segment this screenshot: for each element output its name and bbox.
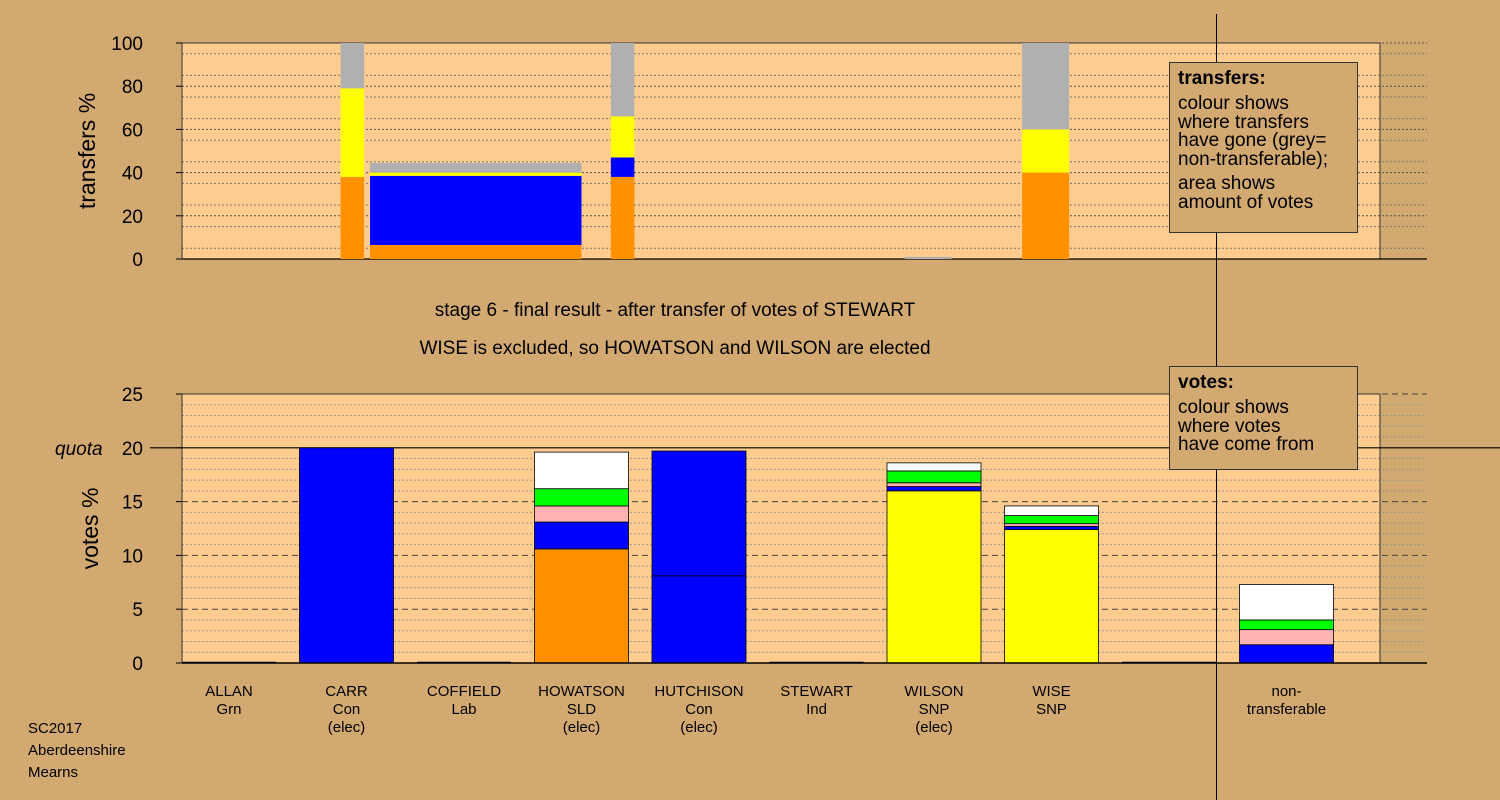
vote-bar-segment xyxy=(534,451,629,490)
transfers-y-tick-label: 60 xyxy=(122,120,143,141)
transfers-y-tick-label: 80 xyxy=(122,77,143,98)
footer-election: SC2017 xyxy=(28,720,83,737)
candidate-name-label: HUTCHISON xyxy=(654,683,743,700)
transfer-bar-segment xyxy=(340,88,365,177)
quota-label: quota xyxy=(55,439,103,460)
transfers-legend-title: transfers: xyxy=(1178,68,1266,89)
vote-bar-segment xyxy=(1004,523,1099,527)
transfer-bar-segment xyxy=(904,256,952,259)
vote-bar-segment xyxy=(534,521,629,550)
candidate-name-label: STEWART xyxy=(780,683,853,700)
vote-bar-segment xyxy=(651,450,747,577)
transfers-legend-line: non-transferable); xyxy=(1178,148,1328,170)
vote-bar-segment xyxy=(1004,505,1099,516)
votes-y-tick-label: 15 xyxy=(122,493,143,514)
votes-legend-line: colour shows xyxy=(1178,397,1289,418)
transfers-legend-text-2: area shows amount of votes xyxy=(1178,173,1349,213)
transfer-bar-segment xyxy=(1022,172,1070,259)
candidate-status-label: (elec) xyxy=(680,719,718,736)
transfer-bar-segment xyxy=(370,172,582,176)
vote-bar-segment xyxy=(886,490,982,664)
candidate-name-label: ALLAN xyxy=(205,683,253,700)
candidate-party-label: Con xyxy=(333,701,361,718)
transfers-y-tick-label: 40 xyxy=(122,164,143,185)
candidate-name-label: WILSON xyxy=(904,683,963,700)
vote-bar-segment xyxy=(886,470,982,484)
votes-y-tick-label: 0 xyxy=(132,654,143,675)
candidate-party-label: SNP xyxy=(1036,701,1067,718)
votes-legend-line: where votes xyxy=(1178,415,1281,437)
vote-bar-segment xyxy=(886,482,982,487)
transfers-legend-line: amount of votes xyxy=(1178,191,1314,213)
vote-bar-segment xyxy=(1239,644,1334,664)
transfers-legend: transfers: colour shows where transfers … xyxy=(1169,62,1358,233)
vote-bar-segment xyxy=(651,575,747,664)
candidate-name-label: WISE xyxy=(1032,683,1070,700)
vote-bar-segment xyxy=(1239,584,1334,621)
stage-title: stage 6 - final result - after transfer … xyxy=(434,300,916,321)
candidate-name-label: CARR xyxy=(325,683,368,700)
transfer-bar-segment xyxy=(610,176,635,259)
stage-subtitle: WISE is excluded, so HOWATSON and WILSON… xyxy=(419,338,931,359)
vote-bar-segment xyxy=(534,488,629,507)
footer-ward: Mearns xyxy=(28,764,79,781)
votes-y-tick-label: 10 xyxy=(122,546,143,567)
vote-bar-segment xyxy=(1004,529,1099,664)
vote-bar-segment xyxy=(534,505,629,523)
transfer-bar-segment xyxy=(370,162,582,173)
candidate-name-label: HOWATSON xyxy=(538,683,625,700)
transfer-bar-segment xyxy=(370,244,582,259)
votes-y-tick-label: 25 xyxy=(122,385,143,406)
transfers-legend-line: where transfers xyxy=(1178,111,1309,133)
transfer-bar-segment xyxy=(370,175,582,245)
votes-legend: votes: colour shows where votes have com… xyxy=(1169,366,1358,470)
vote-bar-segment xyxy=(1239,619,1334,631)
transfers-legend-line: have gone (grey= xyxy=(1178,130,1327,151)
candidate-party-label: SLD xyxy=(567,701,596,718)
candidate-party-label: Lab xyxy=(451,701,476,718)
footer-caption: SC2017 Aberdeenshire Mearns xyxy=(28,718,126,784)
votes-legend-line: have come from xyxy=(1178,434,1315,455)
transfers-y-tick-label: 0 xyxy=(132,250,143,271)
vote-bar-segment xyxy=(1239,629,1334,646)
transfers-y-axis-label: transfers % xyxy=(74,93,100,209)
transfer-bar-segment xyxy=(340,176,365,259)
vote-bar-segment xyxy=(299,447,394,664)
transfers-y-tick-label: 100 xyxy=(111,34,143,55)
transfer-bar-segment xyxy=(610,43,635,117)
votes-legend-title: votes: xyxy=(1178,372,1234,393)
transfers-y-tick-label: 20 xyxy=(122,207,143,228)
transfer-bar-segment xyxy=(610,157,635,177)
candidate-party-label: Con xyxy=(685,701,713,718)
vote-bar-segment xyxy=(1004,525,1099,530)
candidate-status-label: (elec) xyxy=(915,719,953,736)
candidate-status-label: (elec) xyxy=(563,719,601,736)
transfer-bar-segment xyxy=(1022,43,1070,130)
candidate-name-label: non- xyxy=(1271,683,1301,700)
candidate-status-label: (elec) xyxy=(328,719,366,736)
candidate-name-label: COFFIELD xyxy=(427,683,501,700)
candidate-party-label: Grn xyxy=(216,701,241,718)
footer-council: Aberdeenshire xyxy=(28,742,126,759)
votes-y-tick-label: 20 xyxy=(122,439,143,460)
votes-legend-text: colour shows where votes have come from xyxy=(1178,397,1349,455)
votes-y-tick-label: 5 xyxy=(132,600,143,621)
vote-bar-segment xyxy=(886,486,982,492)
transfers-legend-text-1: colour shows where transfers have gone (… xyxy=(1178,93,1349,170)
transfers-legend-line: area shows xyxy=(1178,173,1276,194)
candidate-party-label: transferable xyxy=(1247,701,1326,718)
vote-bar-segment xyxy=(886,462,982,472)
transfer-bar-segment xyxy=(610,116,635,158)
vote-bar-segment xyxy=(534,548,629,664)
candidate-party-label: SNP xyxy=(919,701,950,718)
transfer-bar-segment xyxy=(1022,129,1070,173)
transfer-bar-segment xyxy=(340,43,365,89)
candidate-party-label: Ind xyxy=(806,701,827,718)
transfers-legend-line: colour shows xyxy=(1178,93,1289,114)
vote-bar-segment xyxy=(1004,515,1099,525)
votes-y-axis-label: votes % xyxy=(77,488,103,570)
